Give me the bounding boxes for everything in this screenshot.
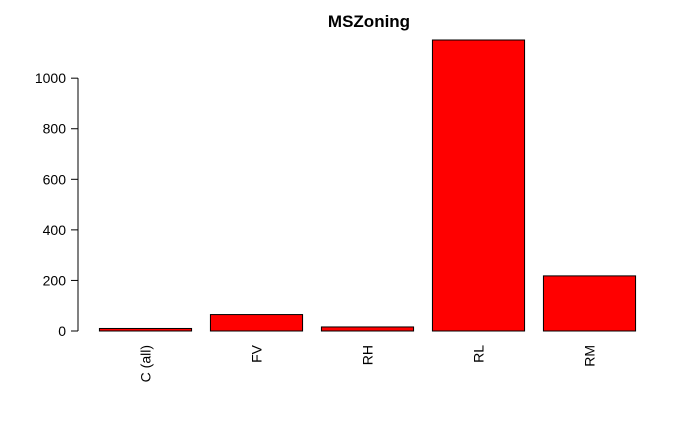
bar xyxy=(320,326,415,332)
y-tick-label: 0 xyxy=(58,323,66,339)
bar xyxy=(98,327,193,332)
x-tick-label: RM xyxy=(582,345,598,367)
y-axis: 0 200 400 600 800 1000 xyxy=(35,70,79,339)
y-tick-label: 800 xyxy=(43,121,67,137)
y-tick-label: 400 xyxy=(43,222,67,238)
x-tick-label: RH xyxy=(360,345,376,365)
chart-title: MSZoning xyxy=(328,12,410,31)
x-tick-label: FV xyxy=(249,344,265,363)
y-tick-label: 200 xyxy=(43,272,67,288)
x-axis-labels: C (all) FV RH RL RM xyxy=(138,344,598,382)
x-tick-label: C (all) xyxy=(138,345,154,382)
x-tick-label: RL xyxy=(471,345,487,363)
y-tick-label: 600 xyxy=(43,171,67,187)
bar xyxy=(542,275,637,332)
bars xyxy=(98,39,637,332)
bar xyxy=(209,314,304,332)
y-tick-label: 1000 xyxy=(35,70,66,86)
bar xyxy=(431,39,526,332)
